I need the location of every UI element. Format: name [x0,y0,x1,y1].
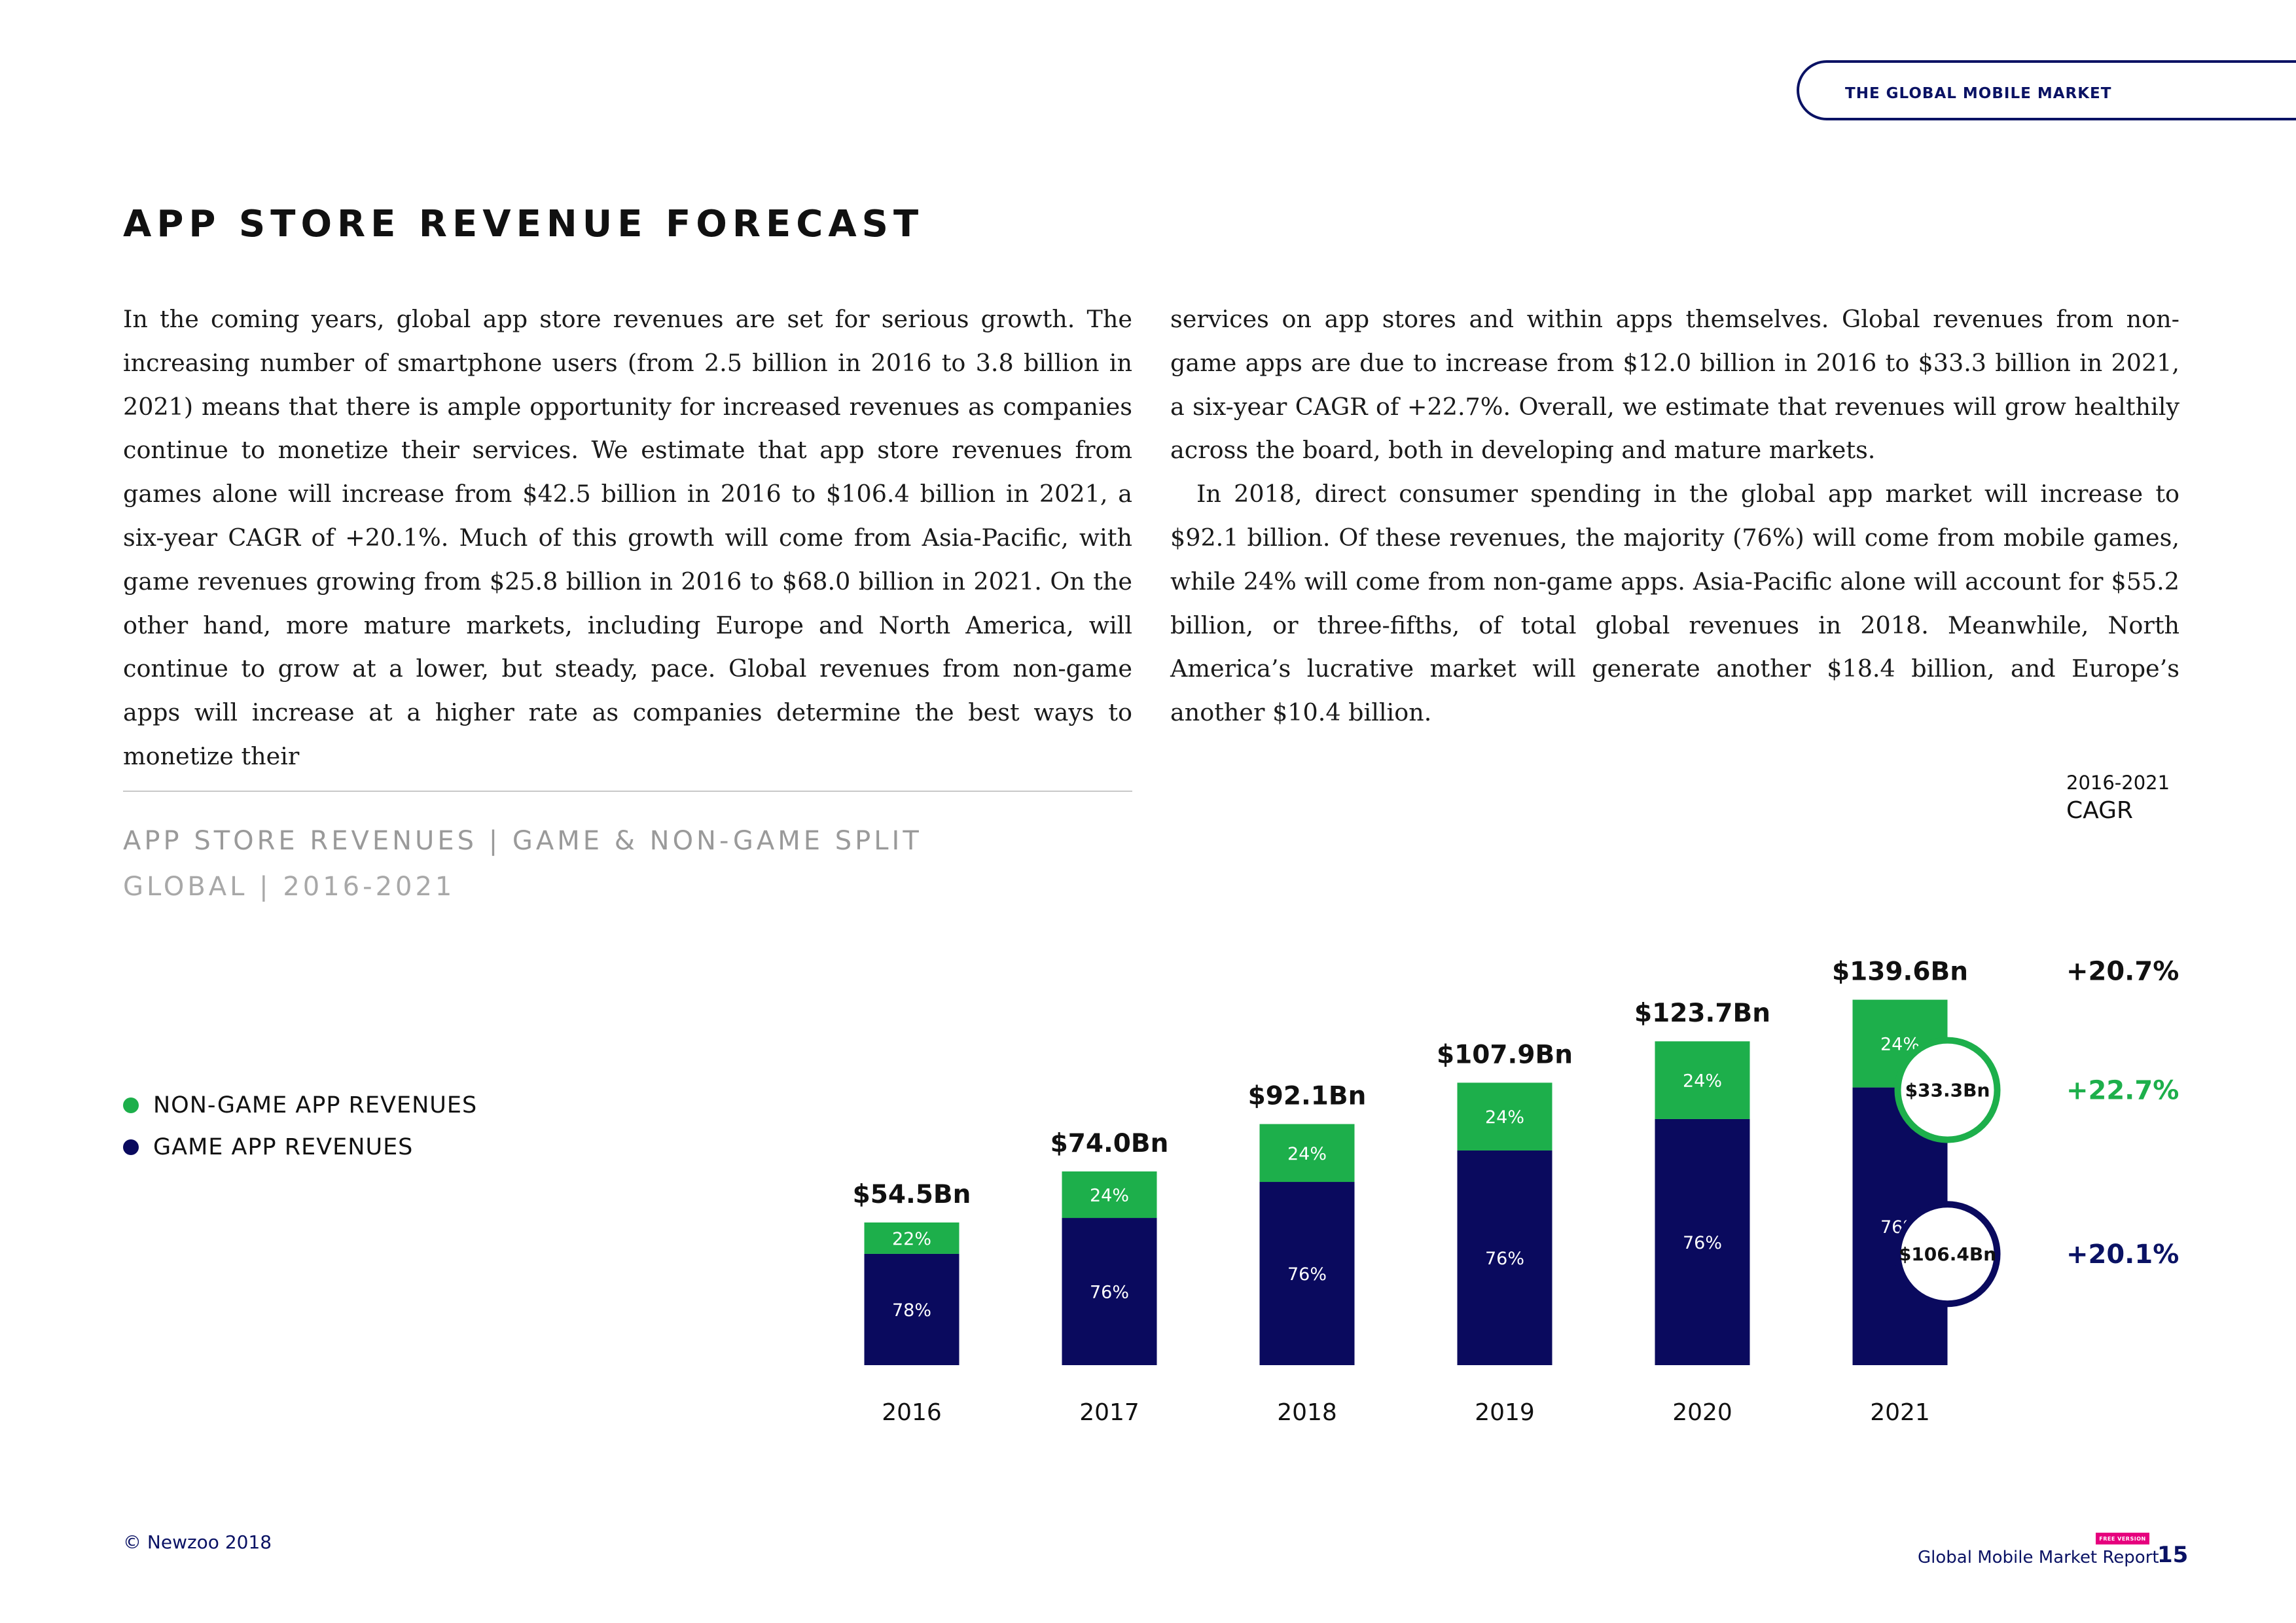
callout-game-value: $106.4Bn [1899,1243,1996,1265]
bar-game-2018 [1259,1182,1355,1365]
total-label: $139.6Bn [1832,957,1968,987]
total-label: $92.1Bn [1248,1082,1367,1111]
total-label: $54.5Bn [853,1180,971,1209]
body-paragraph: In 2018, direct consumer spending in the… [1170,480,2179,727]
bar-non-game-2016 [864,1222,960,1254]
data-label-game: 76% [1090,1283,1129,1303]
data-label-game: 76% [1287,1264,1327,1285]
bar-non-game-2019 [1457,1082,1552,1150]
chart-title: APP STORE REVENUES | GAME & NON-GAME SPL… [123,826,922,856]
section-tab: THE GLOBAL MOBILE MARKET [1797,60,2296,120]
callout-circle-game [1894,1201,2001,1308]
total-label: $74.0Bn [1050,1129,1169,1158]
cagr-heading: CAGR [2066,797,2133,824]
data-label-non-game: 24% [1485,1107,1524,1128]
legend-item-game: GAME APP REVENUES [123,1134,413,1160]
cagr-non-game: +22.7% [2066,1076,2179,1106]
data-label-game: 76% [1485,1249,1524,1269]
x-tick-label: 2020 [1672,1399,1732,1426]
callout-circle-non-game [1894,1037,2001,1143]
divider [123,791,1132,792]
body-paragraph: In the coming years, global app store re… [123,305,1132,770]
x-tick-label: 2021 [1870,1399,1930,1426]
data-label-non-game: 24% [1287,1144,1327,1164]
body-column-left: In the coming years, global app store re… [123,298,1132,779]
body-paragraph: services on app stores and within apps t… [1170,305,2179,465]
page-title: APP STORE REVENUE FORECAST [123,203,924,245]
x-tick-label: 2018 [1277,1399,1337,1426]
chart-subtitle: GLOBAL | 2016-2021 [123,872,456,902]
body-column-right: services on app stores and within apps t… [1170,298,2179,735]
total-label: $123.7Bn [1634,999,1770,1028]
callout-non-game-value: $33.3Bn [1905,1080,1990,1101]
section-tab-label: THE GLOBAL MOBILE MARKET [1845,85,2112,102]
bar-game-2020 [1655,1118,1750,1365]
legend-dot-green [123,1097,139,1113]
cagr-game: +20.1% [2066,1240,2179,1270]
report-name: Global Mobile Market Report [1918,1548,2159,1567]
data-label-non-game: 24% [1683,1071,1722,1092]
x-tick-label: 2017 [1079,1399,1139,1426]
legend-item-non-game: NON-GAME APP REVENUES [123,1092,477,1118]
bar-game-2019 [1457,1150,1552,1365]
bar-game-2016 [864,1253,960,1365]
cagr-total: +20.7% [2066,957,2179,987]
cagr-period: 2016-2021 [2066,772,2170,794]
legend-label: NON-GAME APP REVENUES [153,1092,478,1118]
legend-label: GAME APP REVENUES [153,1134,414,1160]
x-tick-label: 2016 [882,1399,942,1426]
data-label-game: 78% [892,1300,931,1321]
free-version-badge: FREE VERSION [2096,1533,2149,1544]
page-number: 15 [2157,1542,2189,1568]
data-label-non-game: 24% [1090,1186,1129,1206]
bar-non-game-2018 [1259,1124,1355,1183]
x-tick-label: 2019 [1475,1399,1535,1426]
legend-dot-navy [123,1139,139,1155]
data-label-game: 76% [1683,1233,1722,1253]
bar-game-2017 [1062,1218,1157,1365]
data-label-non-game: 22% [892,1229,931,1249]
bar-non-game-2020 [1655,1041,1750,1119]
copyright: © Newzoo 2018 [123,1531,272,1553]
total-label: $107.9Bn [1437,1040,1573,1069]
bar-non-game-2017 [1062,1171,1157,1219]
